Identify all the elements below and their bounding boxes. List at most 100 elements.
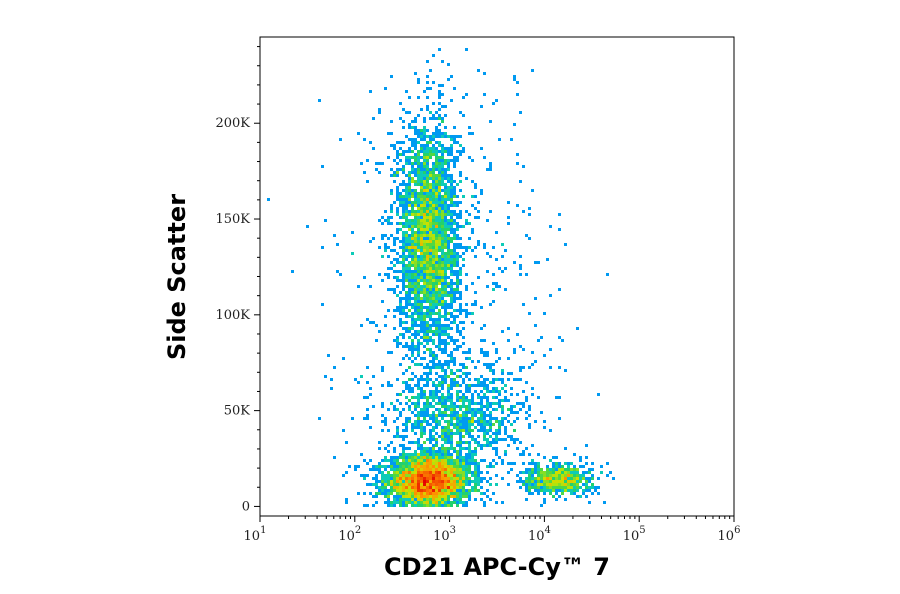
scatter-point xyxy=(429,177,432,180)
scatter-point xyxy=(501,372,504,375)
scatter-point xyxy=(414,288,417,291)
scatter-point xyxy=(456,390,459,393)
scatter-point xyxy=(447,303,450,306)
scatter-point xyxy=(357,492,360,495)
scatter-point xyxy=(426,312,429,315)
scatter-point xyxy=(426,363,429,366)
scatter-point xyxy=(480,459,483,462)
scatter-point xyxy=(444,210,447,213)
scatter-point xyxy=(405,387,408,390)
scatter-point xyxy=(462,486,465,489)
scatter-point xyxy=(477,408,480,411)
scatter-point xyxy=(408,261,411,264)
scatter-point xyxy=(423,288,426,291)
scatter-point xyxy=(441,330,444,333)
scatter-point xyxy=(441,369,444,372)
scatter-point xyxy=(429,264,432,267)
scatter-point xyxy=(411,453,414,456)
scatter-point xyxy=(552,495,555,498)
scatter-point xyxy=(462,474,465,477)
scatter-point xyxy=(459,309,462,312)
scatter-point xyxy=(417,153,420,156)
scatter-point xyxy=(438,420,441,423)
scatter-point xyxy=(450,387,453,390)
scatter-point xyxy=(402,306,405,309)
scatter-point xyxy=(438,204,441,207)
scatter-point xyxy=(423,219,426,222)
scatter-point xyxy=(495,441,498,444)
scatter-point xyxy=(582,465,585,468)
scatter-point xyxy=(420,210,423,213)
scatter-point xyxy=(408,405,411,408)
scatter-point xyxy=(393,498,396,501)
scatter-point xyxy=(435,345,438,348)
scatter-point xyxy=(375,468,378,471)
scatter-point xyxy=(522,366,525,369)
scatter-point xyxy=(441,285,444,288)
scatter-point xyxy=(408,156,411,159)
scatter-point xyxy=(555,462,558,465)
scatter-point xyxy=(459,369,462,372)
scatter-point xyxy=(486,471,489,474)
scatter-point xyxy=(510,405,513,408)
scatter-point xyxy=(390,459,393,462)
scatter-point xyxy=(396,270,399,273)
scatter-point xyxy=(435,423,438,426)
scatter-point xyxy=(423,276,426,279)
scatter-point xyxy=(483,156,486,159)
scatter-point xyxy=(399,303,402,306)
scatter-point xyxy=(405,486,408,489)
scatter-point xyxy=(402,210,405,213)
scatter-point xyxy=(465,384,468,387)
scatter-point xyxy=(426,273,429,276)
scatter-point xyxy=(426,411,429,414)
scatter-point xyxy=(423,372,426,375)
scatter-point xyxy=(504,450,507,453)
scatter-point xyxy=(414,171,417,174)
scatter-point xyxy=(462,462,465,465)
scatter-point xyxy=(516,378,519,381)
scatter-point xyxy=(426,378,429,381)
scatter-point xyxy=(582,477,585,480)
scatter-point xyxy=(396,435,399,438)
scatter-point xyxy=(408,477,411,480)
scatter-point xyxy=(351,252,354,255)
scatter-point xyxy=(474,414,477,417)
scatter-point xyxy=(417,279,420,282)
scatter-point xyxy=(462,489,465,492)
scatter-point xyxy=(420,288,423,291)
scatter-point xyxy=(456,474,459,477)
scatter-point xyxy=(363,459,366,462)
scatter-point xyxy=(411,396,414,399)
scatter-point xyxy=(459,456,462,459)
scatter-point xyxy=(423,195,426,198)
scatter-point xyxy=(432,294,435,297)
scatter-point xyxy=(564,468,567,471)
scatter-point xyxy=(417,195,420,198)
scatter-point xyxy=(423,465,426,468)
scatter-point xyxy=(408,441,411,444)
scatter-point xyxy=(414,336,417,339)
scatter-point xyxy=(414,456,417,459)
scatter-point xyxy=(408,492,411,495)
scatter-point xyxy=(558,417,561,420)
scatter-point xyxy=(507,414,510,417)
scatter-point xyxy=(429,489,432,492)
scatter-point xyxy=(462,372,465,375)
scatter-point xyxy=(420,450,423,453)
scatter-point xyxy=(462,459,465,462)
scatter-point xyxy=(441,258,444,261)
scatter-point xyxy=(390,480,393,483)
scatter-point xyxy=(393,465,396,468)
scatter-point xyxy=(438,492,441,495)
scatter-point xyxy=(513,78,516,81)
scatter-point xyxy=(468,498,471,501)
scatter-point xyxy=(420,357,423,360)
scatter-point xyxy=(588,480,591,483)
scatter-point xyxy=(420,258,423,261)
scatter-point xyxy=(507,216,510,219)
scatter-point xyxy=(450,150,453,153)
scatter-point xyxy=(444,207,447,210)
scatter-point xyxy=(573,477,576,480)
scatter-point xyxy=(408,495,411,498)
